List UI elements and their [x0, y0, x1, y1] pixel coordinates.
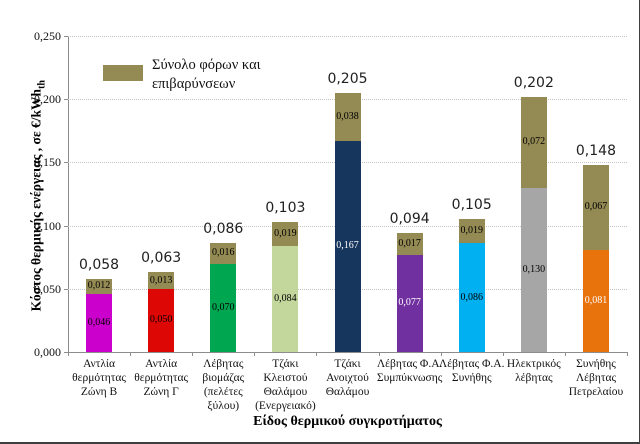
bar-total-label: 0,086 — [203, 221, 244, 238]
bar-segment-base: 0,050 — [148, 288, 175, 352]
bar-tax-value-label: 0,017 — [398, 237, 421, 249]
y-tick-mark — [64, 162, 68, 164]
category-label: Τζάκι Ανοιχτού Θαλάμου — [325, 358, 370, 399]
bar-base-value-label: 0,130 — [522, 263, 546, 275]
bar-base-value-label: 0,084 — [274, 292, 297, 304]
bar-segment-tax: 0,072 — [520, 96, 547, 188]
category-label: Ηλεκτρικός λέβητας — [506, 358, 561, 385]
bar-segment-base: 0,046 — [86, 293, 113, 352]
bar-segment-base: 0,077 — [396, 254, 423, 352]
bar-tax-value-label: 0,013 — [149, 274, 173, 286]
bar-segment-tax: 0,038 — [334, 92, 361, 141]
bar-total-label: 0,148 — [575, 142, 616, 159]
legend: Σύνολο φόρων και επιβαρύνσεων — [103, 56, 261, 94]
bar-tax-value-label: 0,038 — [336, 110, 359, 122]
bar-segment-base: 0,167 — [334, 140, 361, 352]
bar-segment-tax: 0,013 — [148, 272, 175, 289]
category-label: Λέβητας Φ.Α. Συνήθης — [438, 358, 505, 385]
y-tick-mark — [64, 288, 68, 290]
bar-total-label: 0,058 — [79, 256, 120, 273]
bar-tax-value-label: 0,072 — [522, 136, 546, 148]
bar-base-value-label: 0,167 — [336, 240, 359, 252]
x-tick-mark — [440, 352, 442, 356]
category-label: Τζάκι Κλειστού Θαλάμου (Ενεργειακό) — [255, 358, 316, 413]
y-axis-line — [68, 36, 69, 353]
bar-tax-value-label: 0,019 — [460, 225, 483, 237]
x-axis-line — [68, 352, 628, 353]
bar-segment-base: 0,130 — [520, 187, 547, 352]
bar-segment-tax: 0,017 — [396, 233, 423, 255]
bar-segment-tax: 0,012 — [86, 278, 113, 294]
bar-segment-base: 0,070 — [210, 263, 237, 352]
y-tick-label: 0,200 — [34, 92, 61, 107]
category-label: Λέβητας Φ.Α. Συμπύκνωσης — [376, 358, 443, 385]
bar-total-label: 0,105 — [451, 197, 492, 214]
bar-segment-tax: 0,067 — [582, 164, 609, 250]
bar-base-value-label: 0,077 — [398, 297, 421, 309]
bar-tax-value-label: 0,067 — [584, 201, 608, 213]
y-tick-label: 0,150 — [34, 155, 61, 170]
bar-base-value-label: 0,081 — [584, 294, 608, 306]
category-label: Αντλία θερμότητας Ζώνη Β — [72, 358, 126, 399]
legend-label: Σύνολο φόρων και επιβαρύνσεων — [152, 57, 261, 92]
gridline — [68, 36, 627, 37]
y-tick-label: 0,100 — [34, 218, 61, 233]
x-tick-mark — [254, 352, 256, 356]
bar-base-value-label: 0,050 — [149, 314, 173, 326]
x-tick-mark — [68, 352, 69, 356]
bar-total-label: 0,202 — [513, 74, 554, 91]
bar-tax-value-label: 0,016 — [212, 247, 235, 259]
y-tick-mark — [64, 352, 68, 353]
bar-total-label: 0,094 — [389, 211, 430, 228]
category-label: Λέβητας βιομάζας (πελέτες ξύλου) — [202, 358, 245, 413]
bar-base-value-label: 0,070 — [212, 301, 235, 313]
bar-segment-base: 0,086 — [458, 243, 485, 352]
bar-segment-tax: 0,019 — [458, 219, 485, 244]
y-axis-title: Κόστος θερμικής ενέργειας , σε €/kWhth — [28, 80, 48, 312]
bar-tax-value-label: 0,012 — [87, 280, 111, 292]
bar-segment-tax: 0,019 — [272, 221, 299, 246]
x-tick-mark — [316, 352, 318, 356]
y-tick-mark — [64, 99, 68, 101]
category-label: Αντλία θερμότητας Ζώνη Γ — [134, 358, 189, 399]
bar-total-label: 0,205 — [327, 70, 368, 87]
category-label: Συνήθης Λέβητας Πετρελαίου — [568, 358, 624, 399]
bar-total-label: 0,103 — [265, 199, 306, 216]
x-tick-mark — [192, 352, 194, 356]
y-axis-title-subscript: th — [36, 80, 48, 89]
bar-total-label: 0,063 — [141, 250, 182, 267]
bar-base-value-label: 0,086 — [460, 291, 483, 303]
bar-tax-value-label: 0,019 — [274, 227, 297, 239]
x-axis-title: Είδος θερμικού συγκροτήματος — [253, 414, 442, 429]
bar-segment-base: 0,084 — [272, 245, 299, 352]
bar-segment-tax: 0,016 — [210, 243, 237, 264]
x-tick-mark — [130, 352, 132, 356]
legend-swatch — [103, 65, 143, 81]
bar-segment-base: 0,081 — [582, 249, 609, 352]
y-tick-label: 0,250 — [34, 29, 61, 43]
y-tick-label: 0,000 — [34, 345, 61, 359]
y-tick-mark — [64, 225, 68, 227]
x-tick-mark — [627, 352, 628, 356]
y-tick-mark — [64, 36, 68, 37]
x-tick-mark — [502, 352, 504, 356]
y-axis-title-text: Κόστος θερμικής ενέργειας , σε €/kWh — [28, 88, 44, 312]
x-tick-mark — [564, 352, 566, 356]
x-tick-mark — [378, 352, 380, 356]
bar-base-value-label: 0,046 — [87, 316, 111, 328]
y-tick-label: 0,050 — [34, 281, 61, 296]
